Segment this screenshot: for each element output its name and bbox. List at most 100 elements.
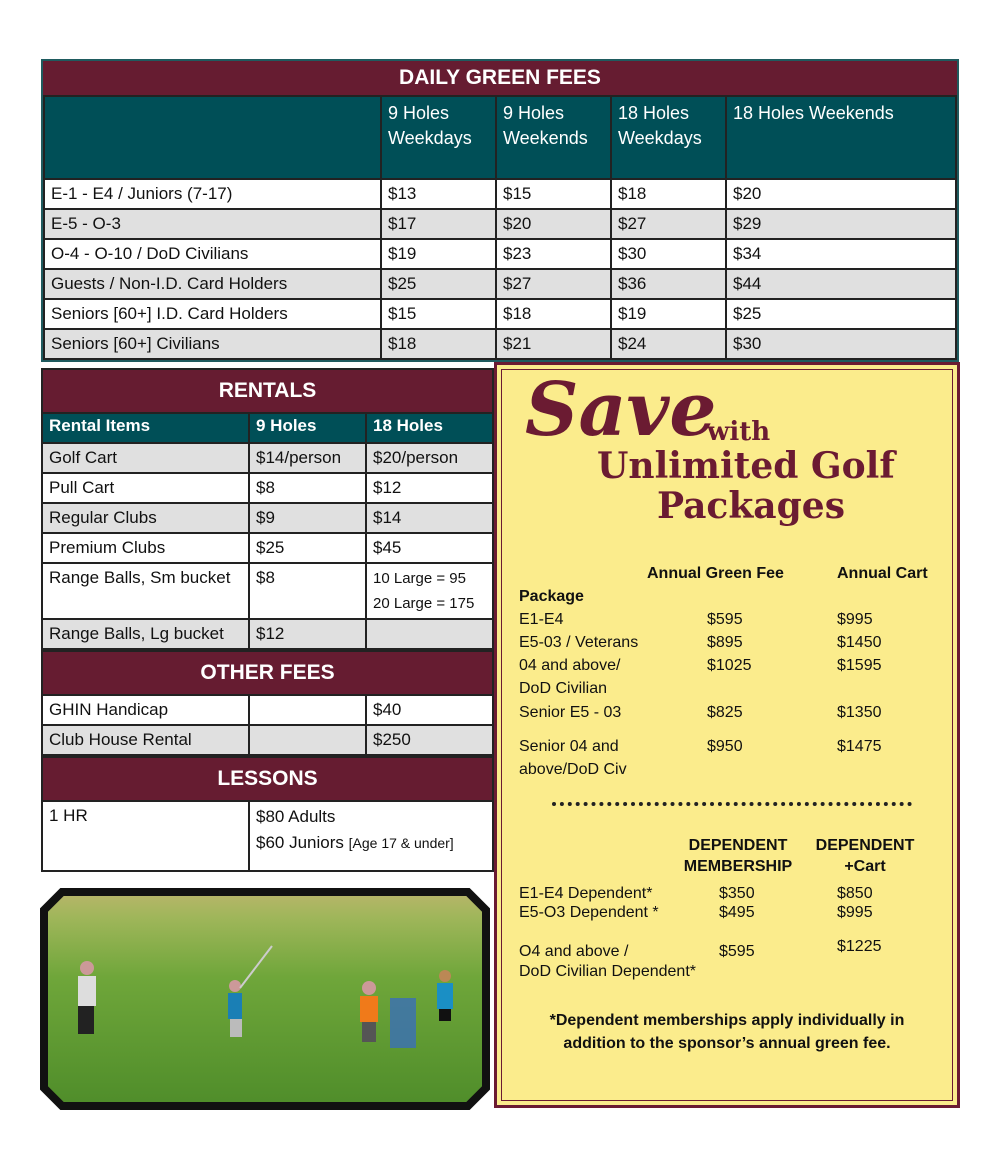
- unlimited-golf-packages-box: Save with Unlimited Golf Packages Annual…: [494, 362, 960, 1108]
- price-cell: $8: [248, 562, 367, 620]
- price-cell: [365, 618, 494, 650]
- package-name: Senior 04 and: [519, 738, 619, 755]
- lesson-row: 1 HR $80 Adults $60 Juniors [Age 17 & un…: [41, 800, 494, 872]
- daily-green-fees-title: DAILY GREEN FEES: [43, 61, 957, 95]
- fee-cell: $17: [380, 208, 497, 240]
- daily-header-3: 18 Holes Weekdays: [610, 95, 727, 180]
- fee-cell: $18: [380, 328, 497, 360]
- price-cell: $14/person: [248, 442, 367, 474]
- lesson-duration: 1 HR: [41, 800, 250, 872]
- item-cell: Regular Clubs: [41, 502, 250, 534]
- fee-cell: $30: [610, 238, 727, 270]
- rentals-section: RENTALS Rental Items 9 Holes 18 Holes Golf…: [41, 368, 494, 872]
- price-cell: $12: [365, 472, 494, 504]
- dependent-price: $350: [719, 885, 755, 902]
- fee-cell: $27: [610, 208, 727, 240]
- package-name: 04 and above/: [519, 657, 621, 674]
- annual-cart-header: Annual Cart: [837, 565, 928, 582]
- table-row: Seniors [60+] I.D. Card Holders $15 $18 $19…: [43, 298, 957, 330]
- fee-cell: $36: [610, 268, 727, 300]
- with-heading: with: [707, 417, 771, 447]
- price-cell: $25: [248, 532, 367, 564]
- price-cell: $20/person: [365, 442, 494, 474]
- table-row: Pull Cart $8 $12: [41, 472, 494, 504]
- dotted-divider: [552, 802, 912, 806]
- lessons-title: LESSONS: [41, 756, 494, 800]
- item-cell: Range Balls, Sm bucket: [41, 562, 250, 620]
- dependent-cart-header: DEPENDENT: [815, 837, 915, 854]
- fee-cell: $34: [725, 238, 957, 270]
- golfers-photo: [40, 888, 490, 1110]
- daily-header-2: 9 Holes Weekends: [495, 95, 612, 180]
- fee-cell: $19: [380, 238, 497, 270]
- dependent-name: DoD Civilian Dependent*: [519, 963, 696, 980]
- range-20-large: 20 Large = 175: [373, 595, 475, 612]
- package-name: above/DoD Civ: [519, 761, 627, 778]
- price-cell: $45: [365, 532, 494, 564]
- item-cell: Premium Clubs: [41, 532, 250, 564]
- fee-cell: $18: [610, 178, 727, 210]
- annual-green-fee-header: Annual Green Fee: [647, 565, 784, 582]
- dependent-name: E1-E4 Dependent*: [519, 885, 653, 902]
- unlimited-golf-heading: Unlimited Golf: [597, 445, 895, 487]
- item-cell: Club House Rental: [41, 724, 250, 756]
- dependent-price: $595: [719, 943, 755, 960]
- fee-cell: $15: [495, 178, 612, 210]
- cart-price: $1350: [837, 704, 882, 721]
- green-fee-price: $950: [707, 738, 743, 755]
- dependent-name: O4 and above /: [519, 943, 629, 960]
- lesson-juniors-note: [Age 17 & under]: [348, 835, 454, 851]
- category-cell: O-4 - O-10 / DoD Civilians: [43, 238, 382, 270]
- category-cell: E-1 - E4 / Juniors (7-17): [43, 178, 382, 210]
- dependent-note-2: addition to the sponsor’s annual green f…: [563, 1035, 891, 1052]
- table-row: Golf Cart $14/person $20/person: [41, 442, 494, 474]
- fee-cell: $44: [725, 268, 957, 300]
- price-cell: $8: [248, 472, 367, 504]
- category-cell: Seniors [60+] I.D. Card Holders: [43, 298, 382, 330]
- cart-price: $1475: [837, 738, 882, 755]
- table-row: O-4 - O-10 / DoD Civilians $19 $23 $30 $34: [43, 238, 957, 270]
- save-heading: Save: [525, 367, 717, 453]
- table-row: Range Balls, Sm bucket $8 10 Large = 95 20 …: [41, 562, 494, 620]
- dependent-cart-price: $850: [837, 885, 873, 902]
- price-cell: 10 Large = 95 20 Large = 175: [365, 562, 494, 620]
- green-fee-price: $595: [707, 611, 743, 628]
- category-cell: Seniors [60+] Civilians: [43, 328, 382, 360]
- dependent-membership-header: DEPENDENT: [688, 837, 788, 854]
- table-row: GHIN Handicap $40: [41, 694, 494, 726]
- category-cell: E-5 - O-3: [43, 208, 382, 240]
- price-cell: $14: [365, 502, 494, 534]
- dependent-price: $495: [719, 904, 755, 921]
- table-row: Regular Clubs $9 $14: [41, 502, 494, 534]
- lesson-adults-price: $80 Adults: [256, 807, 336, 826]
- package-name: E1-E4: [519, 611, 564, 628]
- dependent-cart-price: $995: [837, 904, 873, 921]
- green-fee-price: $825: [707, 704, 743, 721]
- rental-header-1: 9 Holes: [248, 412, 367, 444]
- table-row: Club House Rental $250: [41, 724, 494, 756]
- table-row: E-1 - E4 / Juniors (7-17) $13 $15 $18 $20: [43, 178, 957, 210]
- fee-cell: $30: [725, 328, 957, 360]
- package-name: DoD Civilian: [519, 680, 608, 697]
- item-cell: GHIN Handicap: [41, 694, 250, 726]
- fee-cell: $23: [495, 238, 612, 270]
- price-cell: [248, 694, 367, 726]
- fee-cell: $21: [495, 328, 612, 360]
- item-cell: Pull Cart: [41, 472, 250, 504]
- dependent-cart-header-2: +Cart: [844, 858, 886, 875]
- other-fees-title: OTHER FEES: [41, 650, 494, 694]
- fee-cell: $25: [725, 298, 957, 330]
- lesson-juniors-price: $60 Juniors: [256, 833, 344, 852]
- dependent-name: E5-O3 Dependent *: [519, 904, 659, 921]
- table-row: Seniors [60+] Civilians $18 $21 $24 $30: [43, 328, 957, 360]
- package-header: Package: [519, 588, 584, 605]
- range-10-large: 10 Large = 95: [373, 570, 466, 587]
- price-cell: $250: [365, 724, 494, 756]
- daily-header-4: 18 Holes Weekends: [725, 95, 957, 180]
- fee-cell: $29: [725, 208, 957, 240]
- rentals-title: RENTALS: [41, 368, 494, 412]
- cart-price: $1450: [837, 634, 882, 651]
- table-row: Premium Clubs $25 $45: [41, 532, 494, 564]
- rental-header-0: Rental Items: [41, 412, 250, 444]
- fee-cell: $13: [380, 178, 497, 210]
